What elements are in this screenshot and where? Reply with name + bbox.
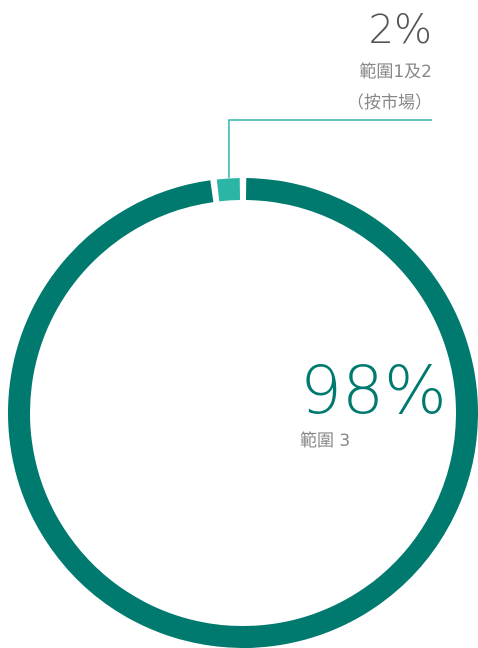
- category-label: 範圍1及2 （按市場）: [347, 62, 432, 113]
- value-label: 98%: [300, 352, 447, 429]
- category-label-line: 範圍1及2: [359, 62, 432, 82]
- value-label: 2%: [369, 7, 432, 53]
- category-label-line: （按市場）: [347, 93, 432, 113]
- donut-segment: [216, 178, 241, 202]
- donut-segment: [8, 178, 478, 648]
- leader-line: [228, 119, 432, 178]
- category-label: 範圍 3: [300, 431, 350, 451]
